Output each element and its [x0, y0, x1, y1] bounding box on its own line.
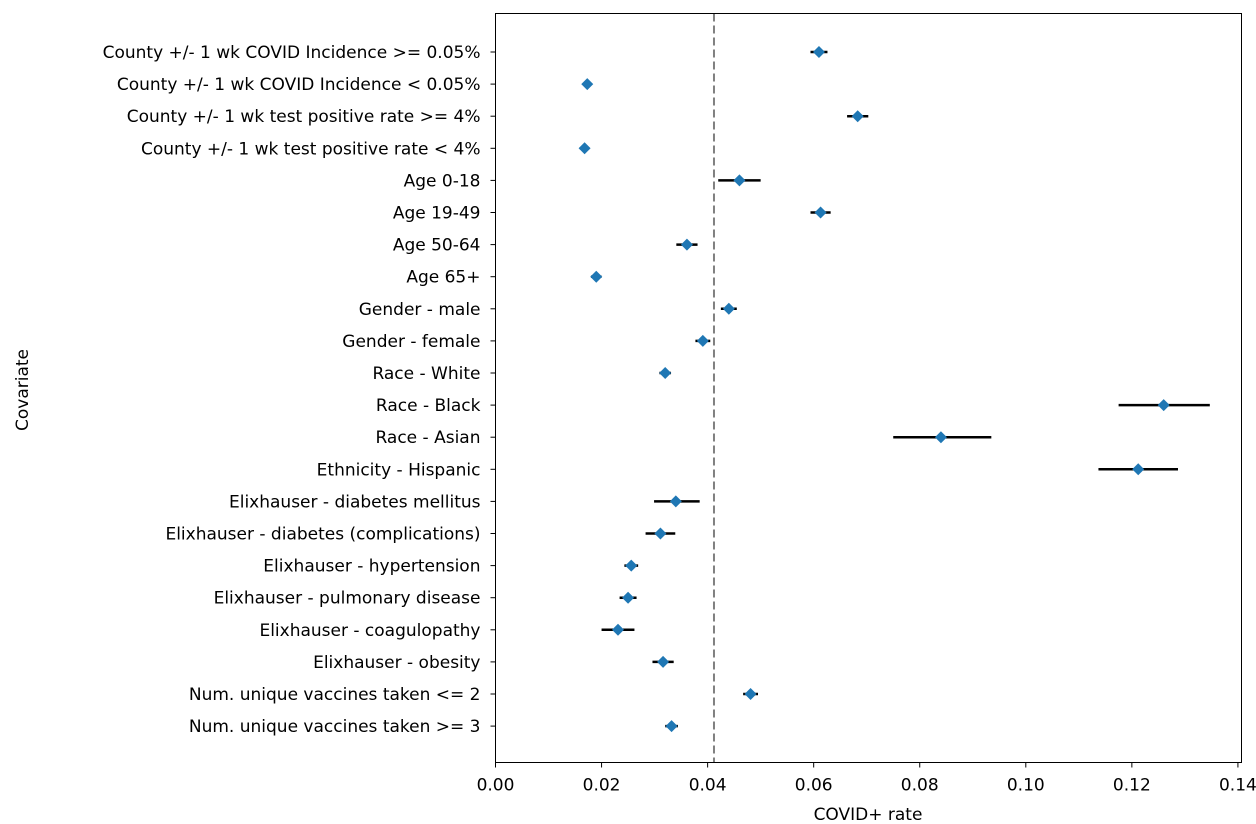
y-tick-label: County +/- 1 wk COVID Incidence < 0.05% [117, 75, 481, 95]
y-tick-label: Num. unique vaccines taken >= 3 [189, 717, 481, 737]
y-tick-label: Elixhauser - obesity [313, 653, 480, 673]
errorbar-layer [579, 50, 1210, 728]
x-tick-label: 0.14 [1219, 776, 1256, 796]
y-tick-label: Age 19-49 [393, 204, 481, 224]
data-point [654, 527, 667, 540]
data-point [814, 206, 827, 219]
data-point [578, 142, 591, 155]
data-point [622, 591, 635, 604]
plot-frame [495, 13, 1242, 763]
x-tick-label: 0.10 [1007, 776, 1045, 796]
data-point [669, 495, 682, 508]
data-point [659, 367, 672, 379]
y-tick-label: Ethnicity - Hispanic [317, 460, 481, 480]
y-tick-label: Age 65+ [406, 268, 480, 288]
y-tick-label: Elixhauser - pulmonary disease [214, 589, 481, 609]
y-tick-label: Elixhauser - coagulopathy [259, 621, 480, 641]
y-tick-label: County +/- 1 wk COVID Incidence >= 0.05% [103, 43, 481, 63]
data-point [812, 46, 825, 58]
data-point [1132, 463, 1145, 476]
y-axis-label: Covariate [13, 349, 33, 431]
y-tick-label: Elixhauser - diabetes mellitus [229, 492, 481, 512]
y-tick-label: Age 0-18 [404, 171, 481, 191]
y-tick-label: County +/- 1 wk test positive rate >= 4% [127, 107, 481, 127]
x-tick-label: 0.08 [901, 776, 939, 796]
x-tick-layer: 0.00 0.02 0.04 0.06 0.08 0.10 0.12 0.14 [477, 762, 1256, 796]
y-tick-layer: County +/- 1 wk COVID Incidence >= 0.05%… [103, 43, 496, 737]
x-tick-label: 0.06 [795, 776, 833, 796]
data-point [722, 302, 735, 315]
data-point [744, 688, 757, 700]
x-tick-label: 0.02 [583, 776, 621, 796]
y-tick-label: Gender - female [342, 332, 480, 352]
data-point [1157, 399, 1170, 412]
data-point [851, 110, 864, 123]
y-tick-label: Race - Asian [375, 428, 480, 448]
y-tick-label: Elixhauser - hypertension [263, 557, 480, 577]
point-layer [578, 46, 1170, 733]
y-tick-label: Race - White [372, 364, 480, 384]
y-tick-label: Age 50-64 [393, 236, 481, 256]
y-tick-label: Race - Black [376, 396, 481, 416]
data-point [590, 270, 603, 283]
y-tick-label: Gender - male [359, 300, 481, 320]
y-tick-label: Num. unique vaccines taken <= 2 [189, 685, 481, 705]
data-point [625, 559, 638, 572]
data-point [665, 720, 678, 733]
data-point [934, 431, 947, 444]
data-point [657, 655, 670, 668]
x-tick-label: 0.04 [689, 776, 727, 796]
data-point [581, 78, 594, 91]
y-tick-label: County +/- 1 wk test positive rate < 4% [141, 139, 481, 159]
data-point [611, 623, 624, 636]
y-tick-label: Elixhauser - diabetes (complications) [165, 525, 480, 545]
data-point [733, 174, 746, 187]
data-point [696, 334, 709, 347]
x-axis-label: COVID+ rate [814, 805, 923, 824]
data-point [680, 238, 693, 251]
x-tick-label: 0.00 [477, 776, 515, 796]
x-tick-label: 0.12 [1113, 776, 1151, 796]
